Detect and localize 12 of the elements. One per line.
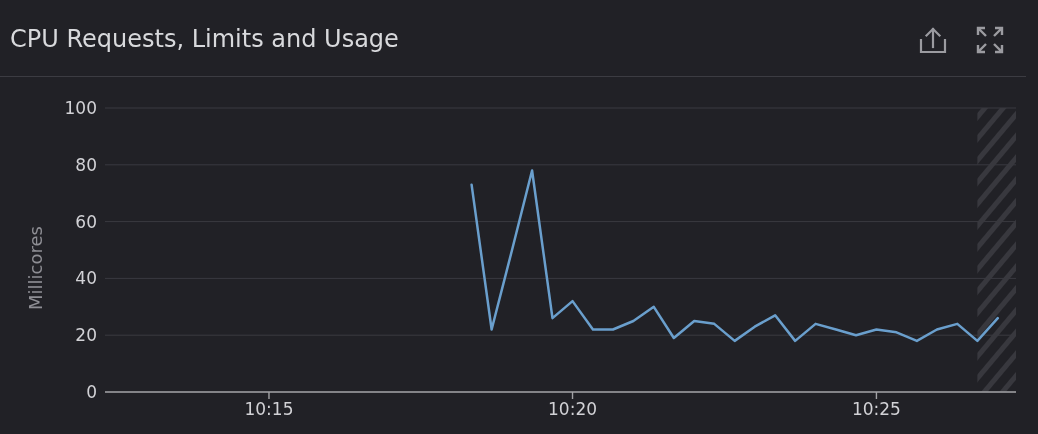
y-tick-label: 0: [86, 382, 97, 403]
y-tick-label: 20: [75, 325, 97, 346]
y-tick-label: 100: [64, 98, 97, 119]
x-tick-label: 10:20: [548, 399, 598, 420]
y-tick-label: 40: [75, 268, 97, 289]
y-tick-label: 60: [75, 211, 97, 232]
y-axis-title: Millicores: [24, 226, 46, 310]
y-tick-label: 80: [75, 154, 97, 175]
line-series: [470, 169, 1000, 343]
x-tick-label: 10:15: [244, 399, 294, 420]
x-tick-label: 10:25: [851, 399, 901, 420]
chart-title: CPU Requests, Limits and Usage: [10, 24, 399, 54]
